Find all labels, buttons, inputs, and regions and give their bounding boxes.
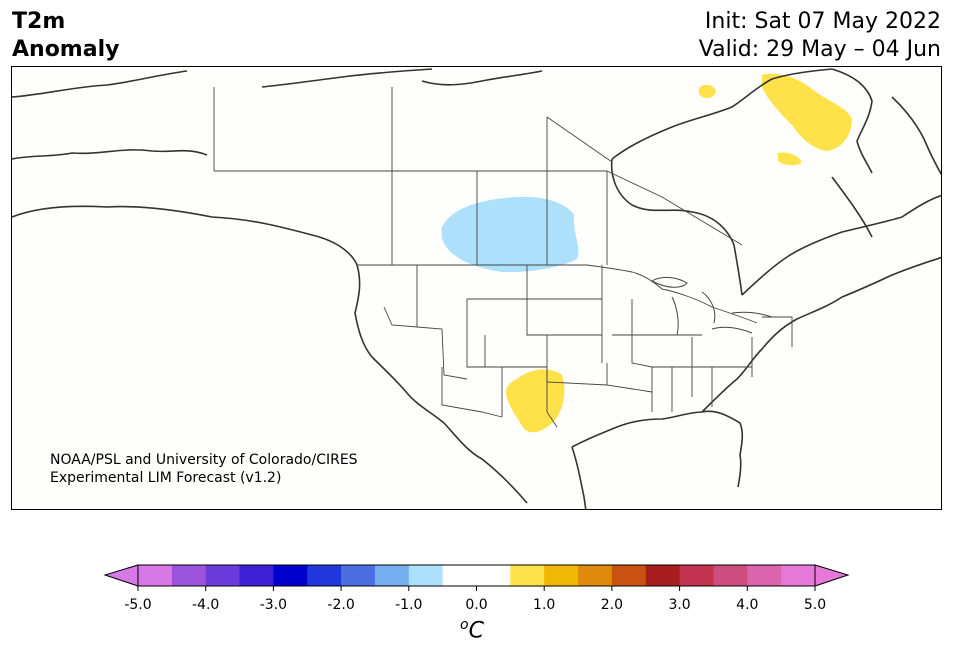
forecast-dates: Init: Sat 07 May 2022 Valid: 29 May – 04… (699, 8, 941, 64)
warm-anomaly-hudson-strait (778, 152, 802, 166)
warm-anomaly-baffin (762, 73, 852, 151)
warm-anomaly-southwest (506, 369, 565, 433)
great-lakes (650, 276, 773, 336)
colorbar-cell (747, 565, 782, 586)
colorbar-cell (442, 565, 477, 586)
colorbar (103, 564, 850, 591)
colorbar-tick-label: 1.0 (533, 597, 556, 613)
colorbar-tick-label: -3.0 (259, 597, 288, 613)
map-title: T2m Anomaly (12, 8, 119, 64)
colorbar-cell (273, 565, 308, 586)
colorbar-tick-label: 3.0 (668, 597, 691, 613)
colorbar-cell (611, 565, 647, 586)
warm-anomaly-baffin-small (698, 84, 716, 99)
colorbar-low-extend (103, 564, 139, 587)
colorbar-cell (510, 565, 545, 586)
colorbar-cells (138, 565, 816, 586)
colorbar-cell (408, 565, 444, 586)
title-kind: Anomaly (12, 37, 120, 62)
colorbar-ticks (137, 586, 816, 591)
valid-range: Valid: 29 May – 04 Jun (698, 37, 941, 62)
colorbar-cell (578, 565, 613, 586)
unit-base: C (468, 618, 484, 644)
colorbar-cell (205, 565, 241, 586)
colorbar-cell (544, 565, 579, 586)
colorbar-cell (239, 565, 274, 586)
north-america-map: NOAA/PSL and University of Colorado/CIRE… (12, 68, 941, 509)
colorbar-cell (138, 565, 173, 586)
colorbar-cell (307, 565, 342, 586)
borders (213, 87, 793, 428)
colorbar-cell (713, 565, 748, 586)
map-panel: NOAA/PSL and University of Colorado/CIRE… (11, 66, 942, 510)
colorbar-tick-label: -5.0 (124, 597, 152, 613)
title-variable: T2m (12, 9, 66, 34)
colorbar-cell (645, 565, 681, 586)
colorbar-cell (476, 565, 511, 586)
colorbar-tick-label: 2.0 (600, 597, 624, 613)
colorbar-cell (679, 565, 714, 586)
colorbar-cell (781, 565, 816, 586)
colorbar-high-extend (814, 564, 850, 587)
credit-line-1: NOAA/PSL and University of Colorado/CIRE… (50, 452, 358, 468)
colorbar-cell (171, 565, 207, 586)
cold-anomaly-prairies (441, 196, 579, 273)
colorbar-unit: oC (460, 617, 484, 643)
colorbar-tick-label: -1.0 (395, 597, 423, 613)
unit-superscript: o (460, 617, 469, 633)
colorbar-tick-label: 5.0 (803, 597, 827, 613)
colorbar-tick-label: -4.0 (192, 597, 220, 613)
colorbar-tick-label: 4.0 (736, 597, 759, 613)
coastlines (12, 68, 941, 509)
credit-line-2: Experimental LIM Forecast (v1.2) (50, 470, 281, 486)
colorbar-tick-label: -2.0 (327, 597, 355, 613)
colorbar-cell (374, 565, 410, 586)
colorbar-cell (341, 565, 376, 586)
colorbar-tick-label: 0.0 (465, 597, 488, 613)
init-date: Init: Sat 07 May 2022 (704, 9, 941, 34)
